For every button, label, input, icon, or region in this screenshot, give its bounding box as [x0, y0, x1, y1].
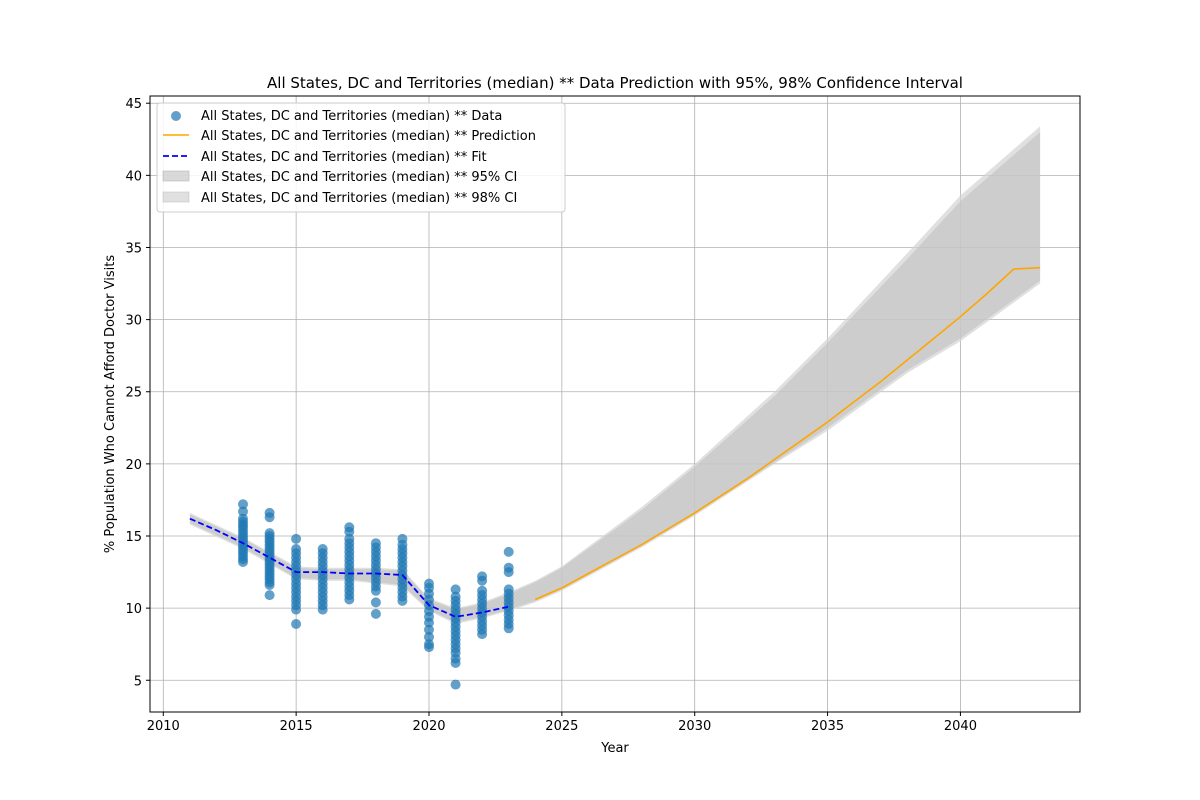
legend-label-ci98: All States, DC and Territories (median) … [201, 191, 517, 206]
y-tick-label: 40 [125, 169, 142, 184]
data-point [291, 533, 302, 544]
y-tick-label: 45 [125, 97, 142, 112]
data-point [477, 629, 488, 640]
prediction-line [534, 266, 1041, 601]
data-point [477, 575, 488, 586]
x-tick-label: 2025 [545, 719, 578, 734]
x-tick-label: 2020 [412, 719, 445, 734]
x-tick-label: 2015 [280, 719, 313, 734]
legend-label-fit: All States, DC and Territories (median) … [201, 150, 487, 165]
data-point [450, 658, 461, 668]
data-point [238, 499, 248, 510]
data-point [264, 590, 275, 601]
data-point [450, 584, 461, 595]
x-axis-label: Year [600, 741, 629, 756]
y-tick-label: 5 [134, 674, 142, 689]
legend-ci95-swatch [162, 170, 190, 182]
data-point [370, 597, 381, 608]
data-point [450, 679, 461, 690]
data-points [238, 499, 514, 690]
data-point [503, 623, 514, 634]
data-point [291, 619, 302, 629]
plot-frame [149, 95, 1081, 713]
data-point [238, 557, 248, 567]
y-tick-label: 15 [125, 530, 142, 545]
legend-data-marker [171, 111, 181, 121]
ci95-band [189, 132, 1041, 623]
data-point [397, 595, 408, 606]
legend-label-ci95: All States, DC and Territories (median) … [201, 170, 517, 185]
y-tick-label: 10 [125, 602, 142, 617]
x-tick-label: 2035 [811, 719, 844, 734]
legend-label-prediction: All States, DC and Territories (median) … [201, 129, 536, 144]
data-point [370, 608, 381, 619]
confidence-bands [189, 126, 1041, 625]
data-point [264, 580, 275, 590]
x-tick-label: 2030 [678, 719, 711, 734]
legend: All States, DC and Territories (median) … [156, 102, 566, 213]
data-point [291, 604, 302, 615]
data-point [503, 567, 514, 578]
y-axis-label: % Population Who Cannot Afford Doctor Vi… [103, 255, 118, 553]
x-tick-label: 2040 [944, 719, 977, 734]
y-tick-label: 25 [125, 386, 142, 401]
chart-title: All States, DC and Territories (median) … [267, 74, 963, 92]
data-point [503, 546, 514, 557]
y-tick-label: 30 [125, 314, 142, 329]
data-point [370, 585, 381, 596]
data-point [344, 526, 355, 537]
x-tick-label: 2010 [147, 719, 180, 734]
legend-box [156, 102, 566, 213]
y-tick-label: 35 [125, 241, 142, 256]
y-tick-label: 20 [125, 458, 142, 473]
legend-ci98-swatch [162, 191, 190, 203]
axis-ticks: 2010 2015 2020 2025 2030 2035 2040510152025303… [125, 97, 977, 734]
data-point [238, 506, 248, 517]
legend-label-data: All States, DC and Territories (median) … [201, 109, 502, 124]
data-point [264, 512, 275, 523]
data-point [424, 632, 434, 642]
fit-and-prediction-lines [189, 266, 1041, 618]
data-point [344, 594, 355, 605]
data-point [424, 642, 434, 653]
data-point [424, 624, 434, 635]
data-point [424, 617, 434, 628]
fit-line [189, 517, 509, 618]
data-point [317, 604, 328, 615]
